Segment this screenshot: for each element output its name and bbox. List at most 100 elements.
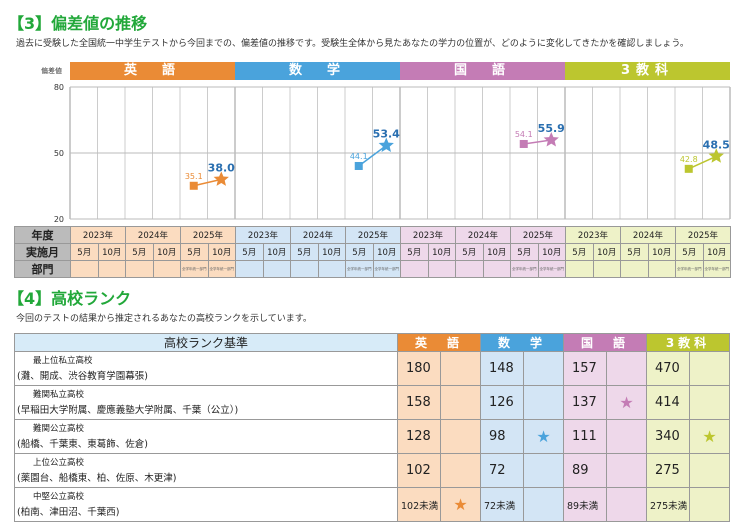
year-cell: 2023年 [70,226,126,244]
series-line [523,139,552,145]
month-cell: 5月 [70,243,99,261]
month-cell: 5月 [510,243,539,261]
rank-row: 難関公立高校 (船橋、千葉東、東葛飾、佐倉) 128 98 ★ 111 340 ★ [14,419,730,454]
dept-cell: 全学年統一部門 [537,260,566,278]
dept-cell [647,260,676,278]
month-cell: 10月 [207,243,236,261]
rank-mark-cell [606,453,647,488]
rank-score: 102 [397,453,441,488]
data-label: 42.8 [680,155,698,164]
month-cell: 5月 [180,243,209,261]
dept-cell [482,260,511,278]
rank-mark-cell [440,453,481,488]
section3-desc: 過去に受験した全国統一中学生テストから今回までの、偏差値の推移です。受験生全体か… [16,39,689,49]
dept-cell [427,260,456,278]
rank-mark-cell [689,385,730,420]
rank-mark-cell [523,453,564,488]
star-icon: ★ [523,419,564,454]
subject-header: 英 語 [397,333,481,352]
subject-header: 数 学 [235,62,400,80]
rank-mark-cell [606,419,647,454]
dept-cell [290,260,319,278]
rank-table: 高校ランク基準英 語数 学国 語 3教科 最上位私立高校 (灘、開成、渋谷教育学園幕張… [14,333,730,522]
data-point-star [378,137,394,152]
rank-mark-cell [523,385,564,420]
month-cell: 5月 [235,243,264,261]
rank-score: 126 [480,385,524,420]
rank-score: 72未満 [480,487,524,522]
rank-score: 137 [563,385,607,420]
rank-score: 157 [563,351,607,386]
data-label: 53.4 [373,128,400,141]
dept-cell [565,260,594,278]
deviation-chart: 80 50 20 35.1 38.0 44.1 53.4 54.1 55.9 42.8 48.5 [54,83,731,224]
month-cell: 10月 [482,243,511,261]
rank-mark-cell [689,487,730,522]
month-cell: 5月 [455,243,484,261]
month-cell: 10月 [97,243,126,261]
chart-axis-table: 年度 2023年 2024年 2025年 2023年 2024年 2025年 2023年 202… [14,226,731,278]
year-cell: 2023年 [235,226,291,244]
month-cell: 5月 [345,243,374,261]
rank-header: 高校ランク基準 [14,333,398,352]
dept-cell: 全学年統一部門 [345,260,374,278]
rank-score: 89 [563,453,607,488]
dept-cell [70,260,99,278]
data-label: 54.1 [515,130,533,139]
rank-label: 中堅公立高校 (柏南、津田沼、千葉西) [14,487,398,522]
subject-header: 国 語 [400,62,565,80]
rank-mark-cell [606,487,647,522]
subject-header: 国 語 [563,333,647,352]
rank-label: 上位公立高校 (薬園台、船橋東、柏、佐原、木更津) [14,453,398,488]
year-cell: 2025年 [675,226,731,244]
dept-cell [235,260,264,278]
dept-cell [152,260,181,278]
rank-score: 470 [646,351,690,386]
month-cell: 5月 [565,243,594,261]
data-point-star [213,171,229,186]
data-point-square [684,164,693,173]
dept-cell: 全学年統一部門 [372,260,401,278]
rank-score: 158 [397,385,441,420]
year-cell: 2024年 [125,226,181,244]
dept-cell: 全学年統一部門 [675,260,704,278]
month-cell: 10月 [537,243,566,261]
month-cell: 10月 [317,243,346,261]
data-label: 38.0 [208,161,235,174]
data-point-star [708,148,724,163]
rank-mark-cell [440,419,481,454]
dept-cell [620,260,649,278]
data-label: 44.1 [350,152,368,161]
dept-cell [125,260,154,278]
data-point-square [189,181,198,190]
series-line [688,155,717,170]
dept-cell: 全学年統一部門 [207,260,236,278]
y-tick-label: 50 [54,149,64,158]
month-cell: 10月 [152,243,181,261]
rank-score: 275 [646,453,690,488]
subject-header: 3教科 [646,333,730,352]
month-cell: 10月 [427,243,456,261]
y-axis-label: 偏差値 [41,67,62,75]
data-label: 55.9 [538,122,565,135]
section4-title: 【4】高校ランク [8,289,132,308]
rank-row: 最上位私立高校 (灘、開成、渋谷教育学園幕張) 180 148 157 470 [14,351,730,386]
rank-mark-cell [689,351,730,386]
year-cell: 2024年 [455,226,511,244]
star-icon: ★ [689,419,730,454]
rank-score: 128 [397,419,441,454]
year-cell: 2024年 [620,226,676,244]
month-cell: 10月 [262,243,291,261]
star-icon: ★ [606,385,647,420]
month-cell: 5月 [125,243,154,261]
rank-mark-cell [689,453,730,488]
month-cell: 5月 [290,243,319,261]
rank-score: 89未満 [563,487,607,522]
rank-score: 98 [480,419,524,454]
rank-score: 148 [480,351,524,386]
data-point-square [519,139,528,148]
month-cell: 5月 [620,243,649,261]
series-line [193,178,222,187]
rank-mark-cell [523,487,564,522]
month-cell: 10月 [592,243,621,261]
